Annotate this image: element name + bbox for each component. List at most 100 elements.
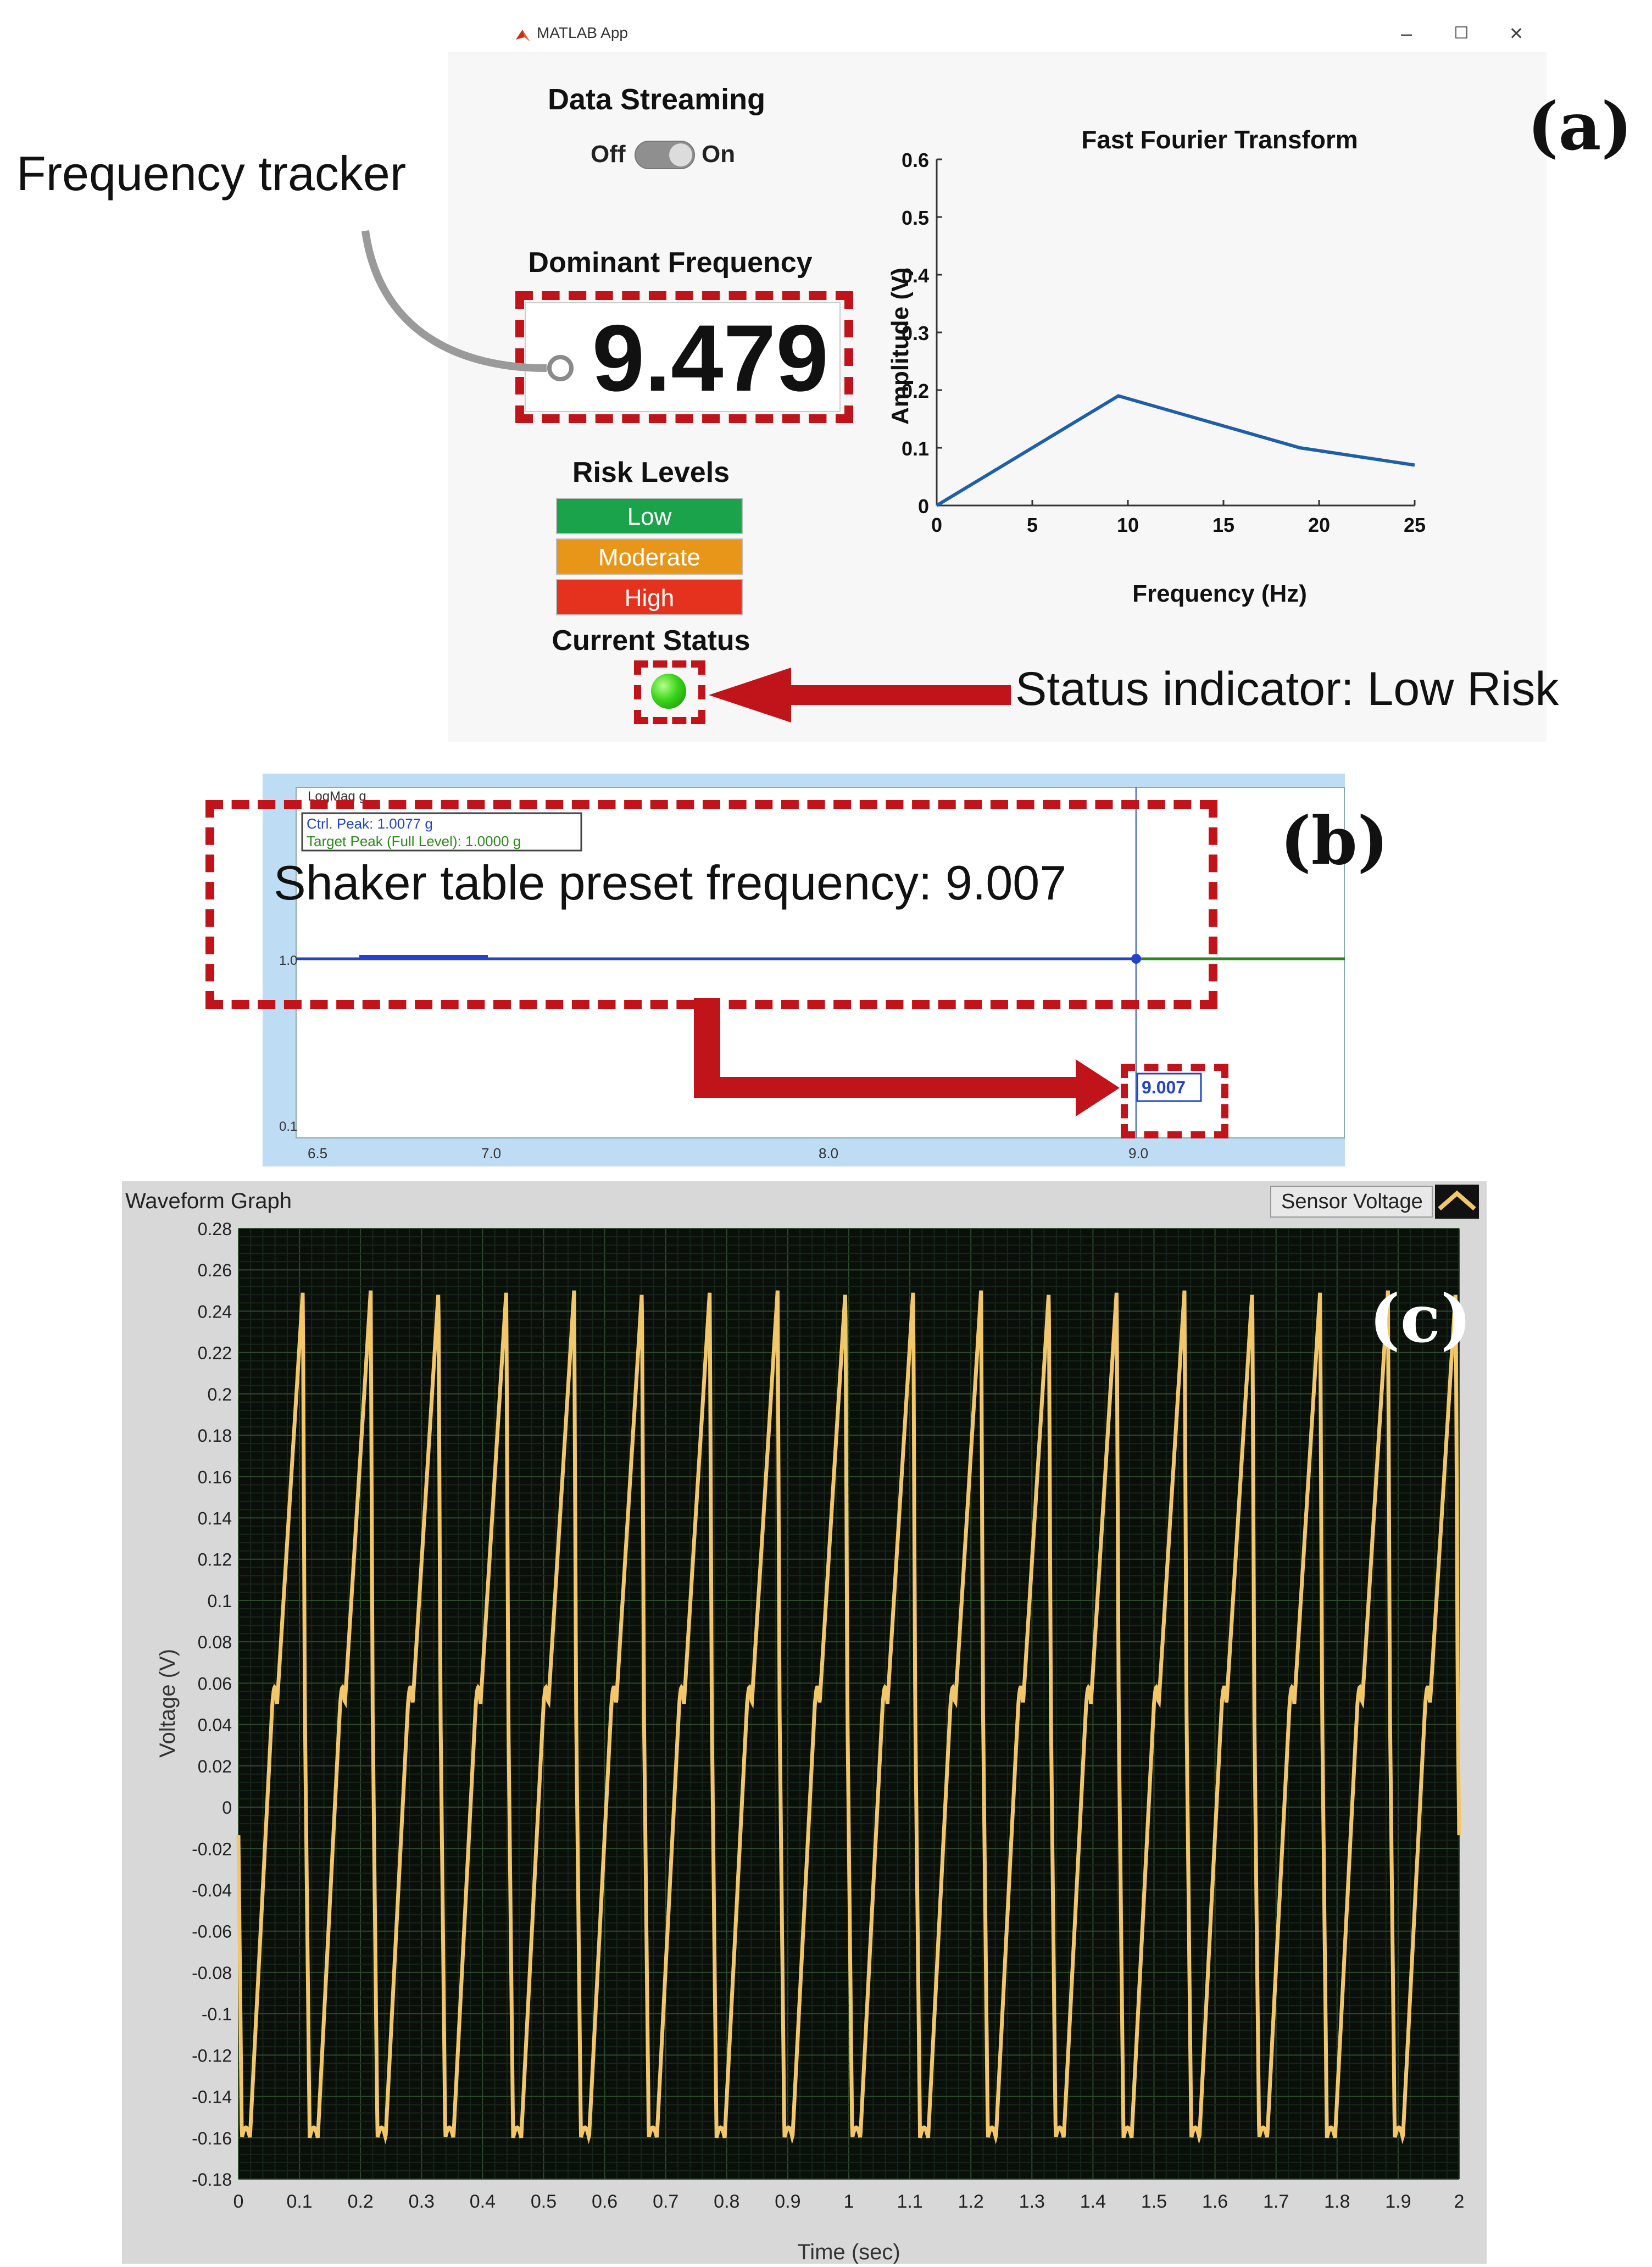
waveform-y-tick-label: -0.14 [192, 2087, 232, 2107]
waveform-y-tick-label: -0.16 [192, 2129, 232, 2148]
close-button[interactable]: ✕ [1509, 24, 1524, 43]
status-indicator-arrow [709, 668, 1011, 723]
waveform-x-tick-label: 1.8 [1324, 2191, 1350, 2212]
waveform-y-tick-label: 0.02 [198, 1757, 232, 1776]
fft-y-tick-label: 0 [918, 495, 929, 518]
window-title: MATLAB App [537, 24, 628, 41]
waveform-x-tick-label: 0 [233, 2191, 244, 2212]
frequency-tracker-connector [361, 230, 574, 381]
fft-chart-title: Fast Fourier Transform [1081, 125, 1358, 154]
b-x-tick: 9.0 [1128, 1145, 1148, 1162]
cursor-readout: 9.007 [1142, 1077, 1186, 1097]
plot-legend[interactable]: Sensor Voltage [1270, 1186, 1433, 1218]
fft-x-tick-label: 0 [931, 514, 942, 536]
matlab-logo-icon [516, 30, 530, 42]
waveform-y-tick-label: -0.1 [202, 2004, 232, 2024]
fft-y-tick-label: 0.2 [902, 380, 929, 402]
dominant-frequency-value: 9.479 [592, 305, 828, 411]
waveform-graph-title: Waveform Graph [125, 1189, 292, 1213]
fft-x-tick-label: 5 [1027, 514, 1038, 536]
risk-level-high: High [556, 579, 743, 615]
waveform-y-tick-label: 0.16 [198, 1467, 232, 1487]
status-indicator-led [651, 674, 686, 709]
frequency-highlight-box [515, 291, 853, 423]
toggle-knob [669, 143, 692, 166]
waveform-y-tick-label: 0.06 [198, 1674, 232, 1693]
fft-x-tick-label: 20 [1308, 514, 1330, 536]
fft-x-tick-label: 15 [1212, 514, 1234, 536]
logmag-plot: Ctrl. Peak: 1.0077 g Target Peak (Full L… [279, 787, 1345, 1162]
waveform-x-tick-label: 0.3 [409, 2191, 435, 2212]
shaker-preset-annotation: Shaker table preset frequency: 9.007 [274, 855, 1067, 910]
dominant-frequency-display: 9.479 [525, 302, 841, 412]
data-streaming-toggle[interactable] [635, 141, 695, 169]
waveform-graph-panel: Waveform Graph Sensor Voltage 0.28 0.26 0.… [122, 1181, 1487, 2264]
waveform-y-tick-label: 0.14 [198, 1509, 232, 1529]
frequency-tracker-annotation: Frequency tracker [16, 146, 407, 201]
waveform-x-tick-label: 0.2 [348, 2191, 374, 2212]
risk-level-moderate: Moderate [556, 538, 743, 575]
line-style-icon [1438, 1190, 1476, 1211]
waveform-y-tick-label: 0.18 [198, 1426, 232, 1446]
waveform-y-tick-label: 0.04 [198, 1715, 232, 1735]
waveform-y-tick-label: 0.26 [198, 1260, 232, 1280]
waveform-x-tick-label: 0.5 [531, 2191, 557, 2212]
waveform-x-tick-label: 0.8 [714, 2191, 739, 2212]
panel-label-b: (b) [1280, 802, 1389, 880]
window-titlebar: MATLAB App – ☐ ✕ [448, 16, 1547, 52]
b-x-tick: 7.0 [481, 1145, 501, 1162]
waveform-y-tick-label: -0.02 [192, 1839, 232, 1859]
plot-legend-label: Sensor Voltage [1281, 1190, 1423, 1213]
waveform-chart: 0.280.260.240.220.20.180.160.140.120.10.… [155, 1219, 1464, 2264]
waveform-x-tick-label: 0.4 [470, 2191, 496, 2212]
waveform-x-tick-label: 1.5 [1141, 2191, 1167, 2212]
fft-x-axis-label: Frequency (Hz) [1132, 580, 1307, 607]
waveform-y-tick-label: 0.24 [198, 1302, 232, 1321]
waveform-x-tick-label: 1.6 [1202, 2191, 1228, 2212]
fft-chart: Fast Fourier Transform 00.10.20.30.40.50… [887, 125, 1426, 607]
maximize-button[interactable]: ☐ [1454, 24, 1469, 42]
cursor-readout-highlight [1121, 1064, 1228, 1138]
dominant-frequency-title: Dominant Frequency [528, 247, 813, 279]
waveform-x-tick-label: 0.9 [775, 2191, 800, 2212]
minimize-button[interactable]: – [1400, 22, 1412, 45]
waveform-y-tick-label: -0.12 [192, 2046, 232, 2065]
waveform-x-tick-label: 1.1 [897, 2191, 922, 2212]
waveform-y-tick-label: -0.06 [192, 1922, 232, 1942]
b-x-tick: 8.0 [819, 1145, 838, 1162]
waveform-y-tick-label: 0.2 [208, 1385, 232, 1404]
waveform-y-tick-label: 0 [222, 1798, 232, 1818]
status-indicator-annotation: Status indicator: Low Risk [1015, 663, 1559, 715]
waveform-y-tick-label: -0.18 [192, 2170, 232, 2190]
legend-line-style-button[interactable] [1435, 1185, 1479, 1219]
fft-y-tick-label: 0.4 [902, 264, 929, 287]
waveform-x-tick-label: 1.2 [958, 2191, 984, 2212]
waveform-y-tick-label: -0.04 [192, 1880, 232, 1900]
waveform-x-axis-label: Time (sec) [797, 2240, 900, 2264]
fft-axes: 0 0.1 0.2 0.3 0.4 0.5 0.6 0 5 10 15 20 25 [902, 149, 1426, 536]
fft-series-line [936, 394, 1415, 507]
fft-x-tick-label: 25 [1404, 514, 1426, 536]
matlab-app-window: MATLAB App – ☐ ✕ Data Streaming Off On D… [448, 16, 1547, 742]
b-x-tick: 6.5 [308, 1145, 327, 1162]
waveform-y-tick-label: 0.08 [198, 1632, 232, 1652]
panel-label-c: (c) [1369, 1280, 1472, 1358]
target-peak-legend: Target Peak (Full Level): 1.0000 g [307, 833, 521, 849]
waveform-y-tick-label: 0.1 [208, 1591, 232, 1611]
b-y-tick: 1.0 [279, 953, 297, 968]
waveform-x-tick-label: 1.4 [1080, 2191, 1106, 2212]
preset-frequency-highlight [205, 800, 1217, 1009]
waveform-x-tick-label: 2 [1454, 2191, 1465, 2212]
fft-y-tick-label: 0.3 [902, 322, 929, 345]
status-highlight-box [634, 660, 705, 724]
shaker-table-panel: LogMag g Ctrl. Peak: 1.0077 g Target Pea… [205, 774, 1345, 1166]
waveform-x-tick-label: 1.9 [1385, 2191, 1411, 2212]
waveform-axes: 0.280.260.240.220.20.180.160.140.120.10.… [192, 1219, 1464, 2212]
fft-x-tick-label: 10 [1117, 514, 1139, 536]
sensor-voltage-series [236, 1290, 1461, 2144]
waveform-x-tick-label: 0.6 [592, 2191, 618, 2212]
b-y-tick: 0.1 [279, 1119, 297, 1134]
waveform-x-tick-label: 0.7 [653, 2191, 678, 2212]
preset-frequency-arrow [694, 998, 1120, 1116]
waveform-x-tick-label: 1.7 [1263, 2191, 1289, 2212]
